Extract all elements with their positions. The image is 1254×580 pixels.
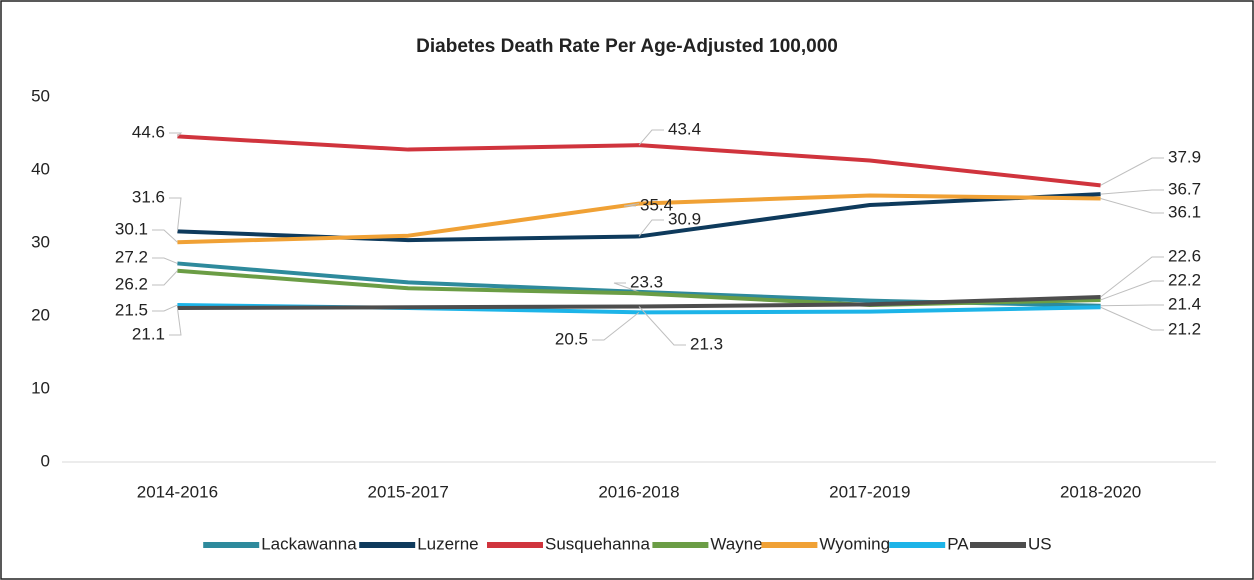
data-label: 35.4 [640, 195, 673, 214]
data-label: 23.3 [630, 272, 663, 291]
leader-line [1100, 304, 1164, 307]
data-label: 43.4 [668, 119, 701, 138]
data-label: 22.2 [1168, 270, 1201, 289]
data-label: 44.6 [132, 122, 165, 141]
legend-label: PA [947, 534, 969, 553]
data-label: 21.3 [690, 334, 723, 353]
leader-line [592, 311, 640, 341]
x-tick-label: 2017-2019 [829, 482, 910, 501]
x-tick-label: 2018-2020 [1060, 482, 1141, 501]
data-label: 30.1 [115, 219, 148, 238]
data-label: 37.9 [1168, 147, 1201, 166]
leader-line [169, 197, 182, 232]
y-tick-label: 50 [31, 86, 50, 105]
leader-line [1100, 197, 1164, 214]
data-label: 22.6 [1168, 246, 1201, 265]
leader-line [1100, 280, 1164, 301]
data-label: 21.2 [1168, 319, 1201, 338]
leader-line [1100, 256, 1164, 298]
data-label: 36.7 [1168, 179, 1201, 198]
leader-line [623, 203, 640, 207]
data-label: 20.5 [555, 329, 588, 348]
chart-title: Diabetes Death Rate Per Age-Adjusted 100… [416, 36, 838, 57]
y-tick-label: 30 [31, 232, 50, 251]
leader-line [152, 304, 178, 312]
legend-label: Susquehanna [545, 534, 650, 553]
leader-line [152, 270, 178, 286]
leader-line [638, 219, 664, 237]
leader-line [152, 229, 178, 243]
data-label: 31.6 [132, 187, 165, 206]
data-label: 30.9 [668, 209, 701, 228]
leader-line [169, 132, 183, 137]
leader-line [1100, 189, 1164, 195]
leader-line [638, 129, 664, 146]
y-tick-label: 20 [31, 305, 50, 324]
leader-line [613, 282, 640, 293]
legend-label: US [1028, 534, 1052, 553]
leader-line [152, 257, 178, 264]
data-label: 27.2 [115, 247, 148, 266]
legend-label: Wyoming [819, 534, 890, 553]
data-label: 21.1 [132, 324, 165, 343]
data-label: 21.4 [1168, 294, 1201, 313]
y-tick-label: 10 [31, 378, 50, 397]
y-tick-label: 40 [31, 159, 50, 178]
leader-line [1100, 157, 1164, 186]
legend-label: Lackawanna [261, 534, 357, 553]
y-tick-label: 0 [41, 451, 50, 470]
leader-line [1100, 306, 1164, 331]
x-tick-label: 2014-2016 [137, 482, 218, 501]
data-label: 21.5 [115, 300, 148, 319]
legend-label: Luzerne [417, 534, 478, 553]
data-label: 36.1 [1168, 202, 1201, 221]
legend-label: Wayne [710, 534, 762, 553]
x-tick-label: 2015-2017 [368, 482, 449, 501]
leader-line [638, 306, 686, 346]
x-tick-label: 2016-2018 [598, 482, 679, 501]
data-label: 26.2 [115, 274, 148, 293]
leader-line [169, 307, 182, 336]
